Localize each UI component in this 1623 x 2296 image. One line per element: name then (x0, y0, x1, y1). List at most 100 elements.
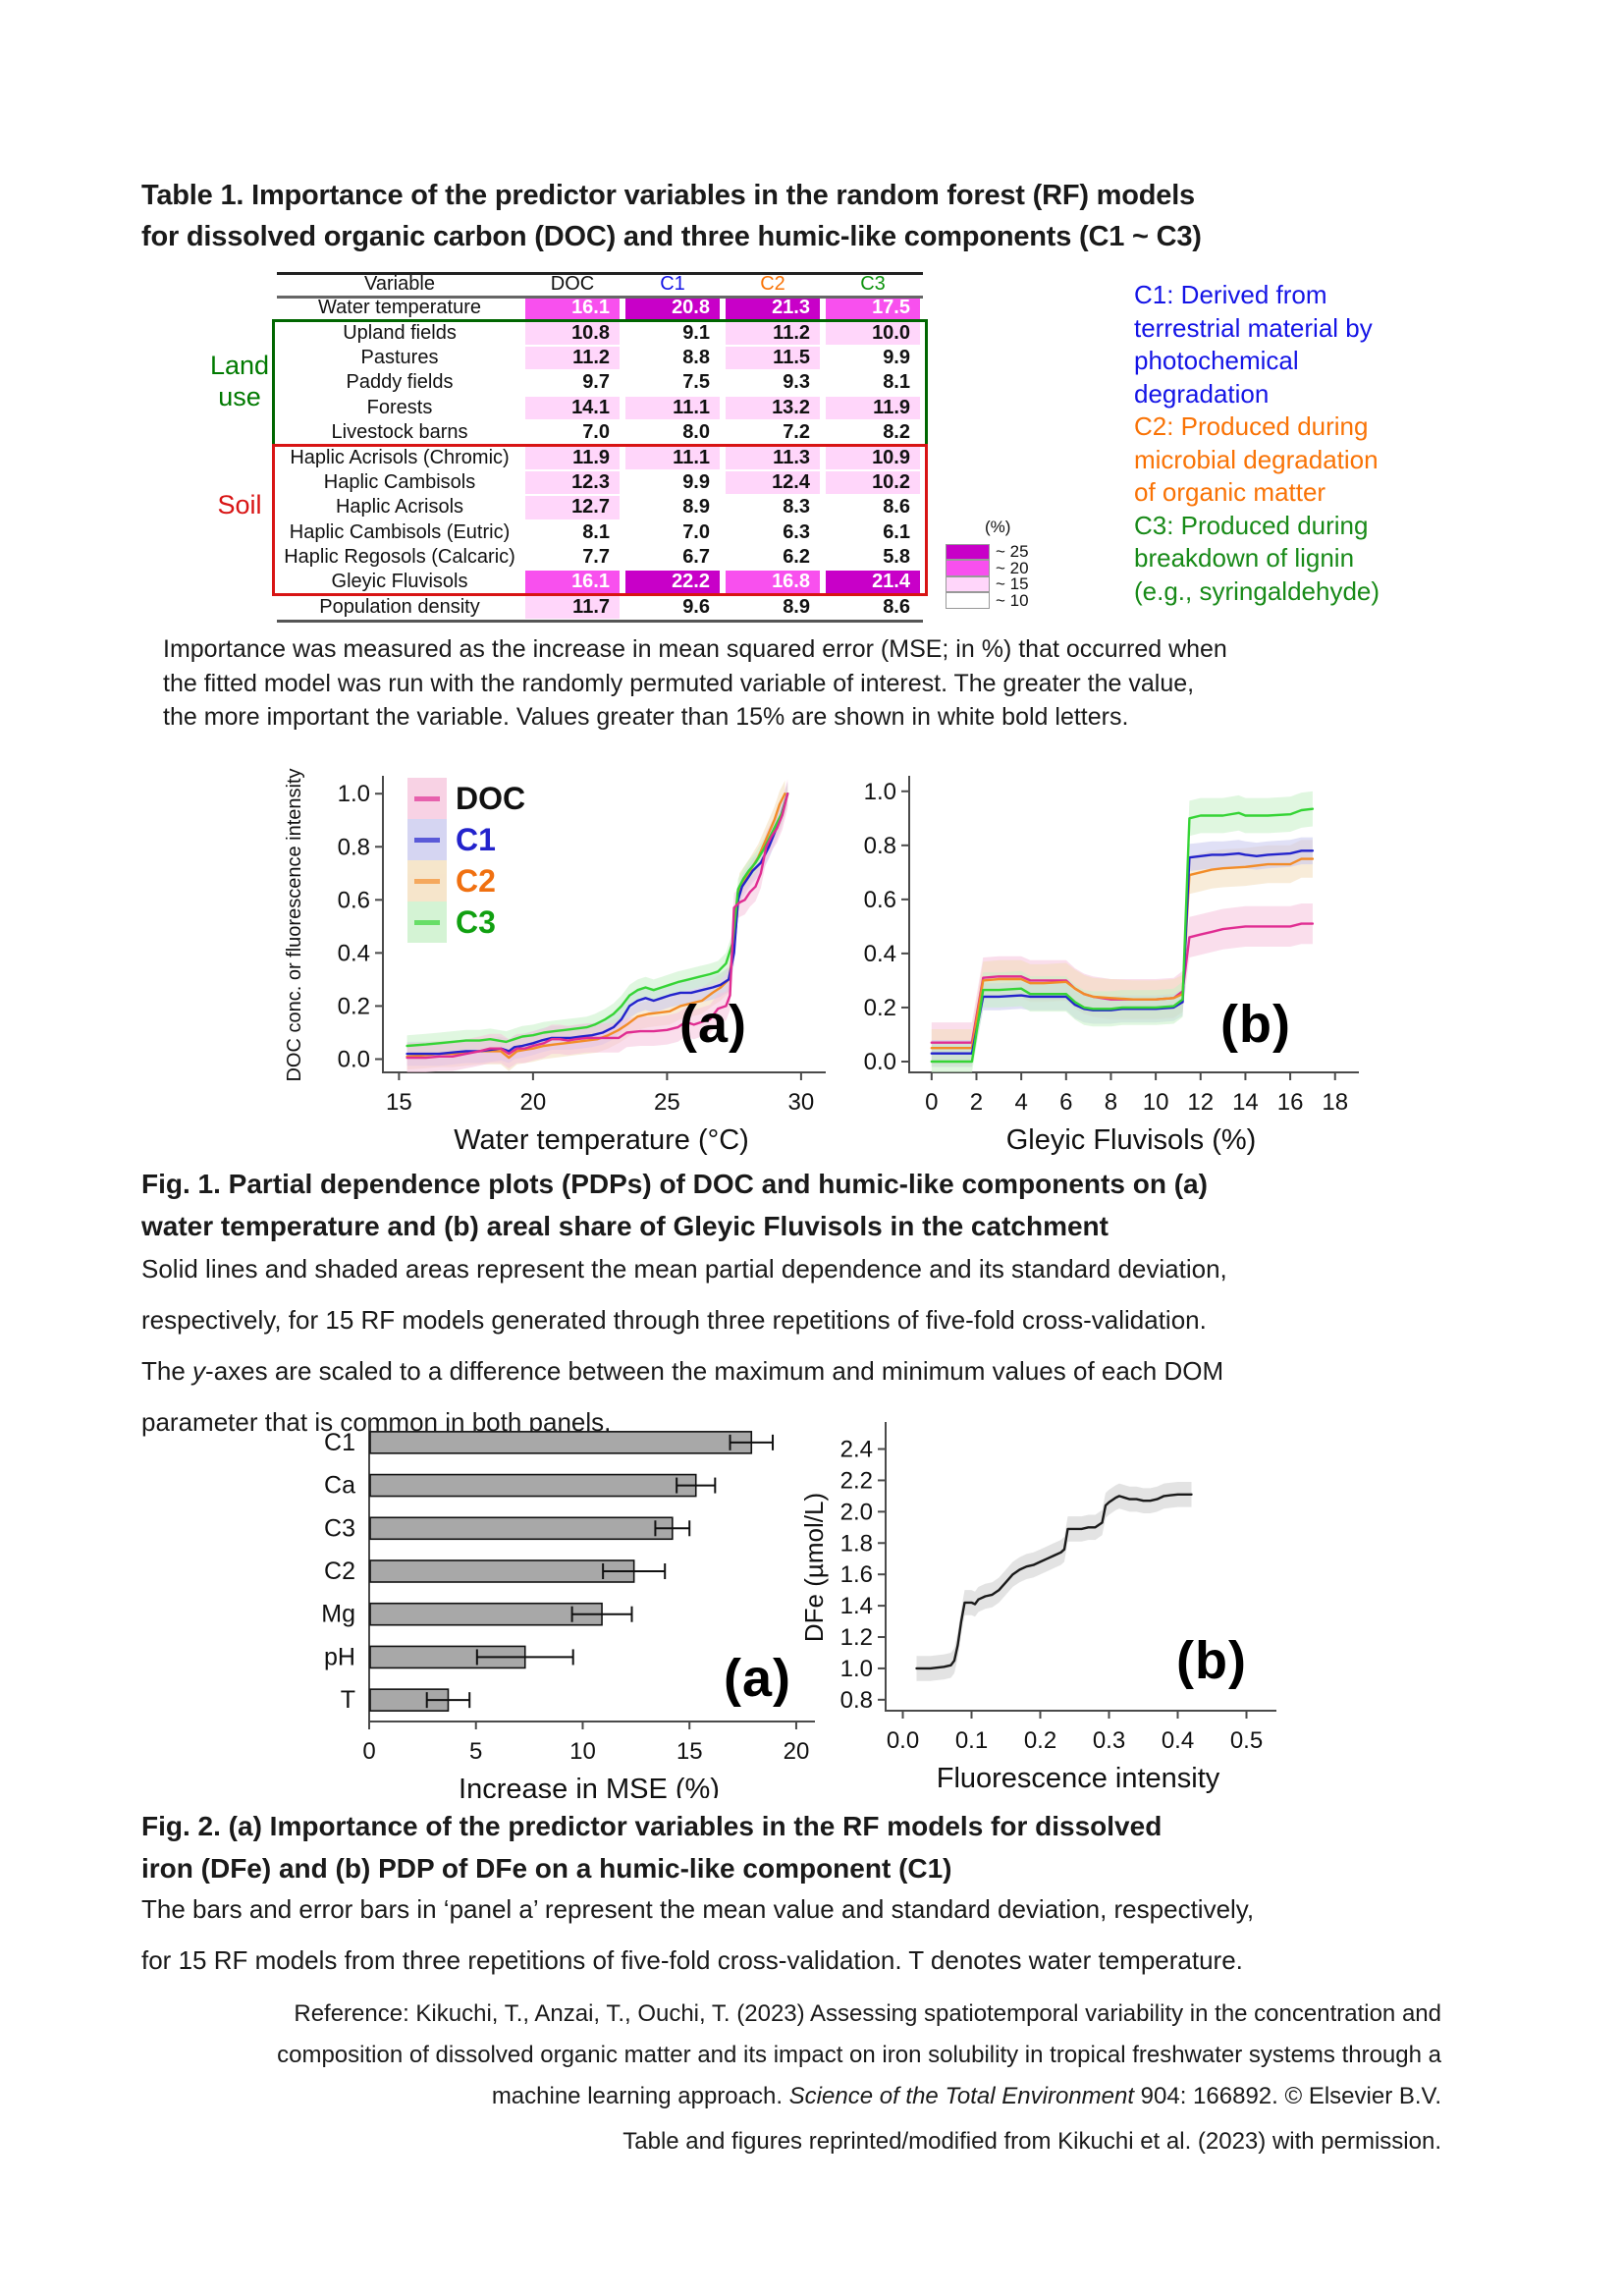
value-cell: 22.2 (622, 570, 723, 594)
bar-C3 (369, 1516, 674, 1541)
row-label: Haplic Cambisols (323, 470, 476, 493)
scale-swatch (946, 575, 990, 593)
bar-Ca (369, 1473, 697, 1498)
svg-text:8: 8 (1105, 1089, 1117, 1116)
scale-label: ~ 20 (996, 558, 1029, 577)
component-definition-line: (e.g., syringaldehyde) (1134, 575, 1380, 606)
legend-label: C1 (456, 821, 496, 857)
svg-text:Gleyic Fluvisols (%): Gleyic Fluvisols (%) (1006, 1124, 1257, 1156)
table-rule (277, 272, 923, 275)
row-label: Haplic Cambisols (Eutric) (289, 520, 511, 543)
line-DFe (915, 1493, 1193, 1670)
value-cell: 8.0 (622, 420, 723, 445)
legend-dash (414, 795, 440, 801)
legend-band (407, 819, 447, 860)
table-row: Paddy fields 9.7 7.5 9.3 8.1 (277, 370, 923, 395)
value: 6.2 (783, 546, 810, 569)
value-cell: 7.0 (622, 520, 723, 545)
svg-text:0.8: 0.8 (864, 833, 896, 859)
svg-text:16: 16 (1277, 1089, 1304, 1116)
table1-title: Table 1. Importance of the predictor var… (141, 175, 1437, 257)
table-row: Forests 14.1 11.1 13.2 11.9 (277, 396, 923, 420)
row-label: Haplic Regosols (Calcaric) (284, 546, 515, 569)
svg-text:1.0: 1.0 (864, 779, 896, 805)
line-C1 (930, 849, 1315, 1055)
value-cell: 8.3 (723, 495, 823, 519)
value: 10.8 (525, 321, 620, 345)
svg-text:0.5: 0.5 (1230, 1727, 1263, 1754)
value: 11.3 (726, 446, 820, 469)
value-cell: 6.3 (723, 520, 823, 545)
row-label: Haplic Acrisols (335, 496, 464, 519)
value: 16.1 (525, 297, 620, 320)
table-row: Population density 11.7 9.6 8.9 8.6 (277, 595, 923, 620)
fig1-panel-b-chart: 0 2 4 6 8 10 12 14 16 18 0.0 0.2 0.4 0.6 0.8 1.0 Gleyic … (864, 776, 1359, 1156)
legend-label: C2 (456, 862, 496, 899)
band-C3 (406, 783, 788, 1057)
component-definition-line: C3: Produced during (1134, 510, 1369, 540)
fig2-panel-b-label: (b) (1176, 1631, 1247, 1690)
value-cell: 7.2 (723, 420, 823, 445)
svg-text:1.4: 1.4 (840, 1593, 873, 1619)
value: 20.8 (625, 297, 720, 320)
footnote-line: the fitted model was run with the random… (163, 669, 1195, 697)
table1-group-label-land-use: Land use (209, 351, 270, 411)
scale-swatch (946, 543, 990, 561)
value-cell: 11.7 (522, 595, 622, 620)
text-segment: Science of the Total Environment (788, 2083, 1134, 2109)
value: 11.9 (826, 396, 920, 419)
bar-category: C3 (324, 1514, 355, 1542)
value-cell: 7.5 (622, 370, 723, 395)
fig2-panel-a-label: (a) (724, 1649, 791, 1708)
value: 7.0 (582, 421, 610, 444)
svg-text:1.2: 1.2 (840, 1624, 873, 1651)
value: 9.9 (883, 346, 910, 368)
band-C3 (931, 791, 1313, 1072)
legend-band (407, 860, 447, 902)
svg-text:5: 5 (469, 1738, 482, 1765)
svg-text:0.2: 0.2 (338, 993, 370, 1019)
svg-text:15: 15 (676, 1738, 703, 1765)
value: 9.6 (682, 595, 710, 618)
svg-text:6: 6 (1059, 1089, 1072, 1116)
svg-text:0.2: 0.2 (864, 995, 896, 1021)
value-cell: 16.1 (522, 296, 622, 320)
legend-dash (414, 919, 440, 925)
fig2-body-line: The bars and error bars in ‘panel a’ rep… (141, 1894, 1255, 1924)
table-row: Water temperature 16.1 20.8 21.3 17.5 (277, 296, 923, 320)
value: 11.5 (726, 346, 820, 370)
fig2-panel-a-chart: 0 5 10 15 20 Increase in MSE (%) C1 Ca C3 C2 Mg pH T (321, 1419, 815, 1798)
value: 12.4 (726, 470, 820, 495)
svg-text:0.0: 0.0 (338, 1046, 370, 1072)
svg-text:20: 20 (520, 1089, 547, 1116)
svg-text:2.4: 2.4 (840, 1437, 873, 1463)
value-cell: 8.9 (622, 495, 723, 519)
table1-title-line: for dissolved organic carbon (DOC) and t… (141, 221, 1202, 252)
legend-dash (414, 878, 440, 884)
value-cell: 8.9 (723, 595, 823, 620)
row-label: Gleyic Fluvisols (331, 571, 468, 593)
value: 7.7 (582, 546, 610, 569)
value: 7.2 (783, 421, 810, 444)
value-cell: 9.9 (823, 346, 923, 370)
value: 11.2 (726, 321, 820, 345)
table-row: Haplic Cambisols (Eutric) 8.1 7.0 6.3 6.1 (277, 520, 923, 545)
component-definition-line: of organic matter (1134, 477, 1326, 507)
permission-text: Table and figures reprinted/modified fro… (622, 2128, 1441, 2155)
bar-category: T (341, 1686, 355, 1714)
legend-dash (414, 837, 440, 843)
value: 6.7 (682, 546, 710, 569)
column-header: Variable (364, 272, 435, 295)
svg-text:14: 14 (1232, 1089, 1259, 1116)
table-rule (277, 620, 923, 623)
legend-band (407, 778, 447, 819)
legend-label: DOC (456, 780, 526, 816)
value-cell: 8.1 (522, 520, 622, 545)
value-cell: 17.5 (823, 296, 923, 320)
value-cell: 9.9 (622, 470, 723, 495)
legend-band (407, 902, 447, 943)
value: 8.3 (783, 496, 810, 519)
table-rule (277, 296, 923, 299)
svg-text:DFe (µmol/L): DFe (µmol/L) (799, 1493, 829, 1642)
value: 5.8 (883, 546, 910, 569)
